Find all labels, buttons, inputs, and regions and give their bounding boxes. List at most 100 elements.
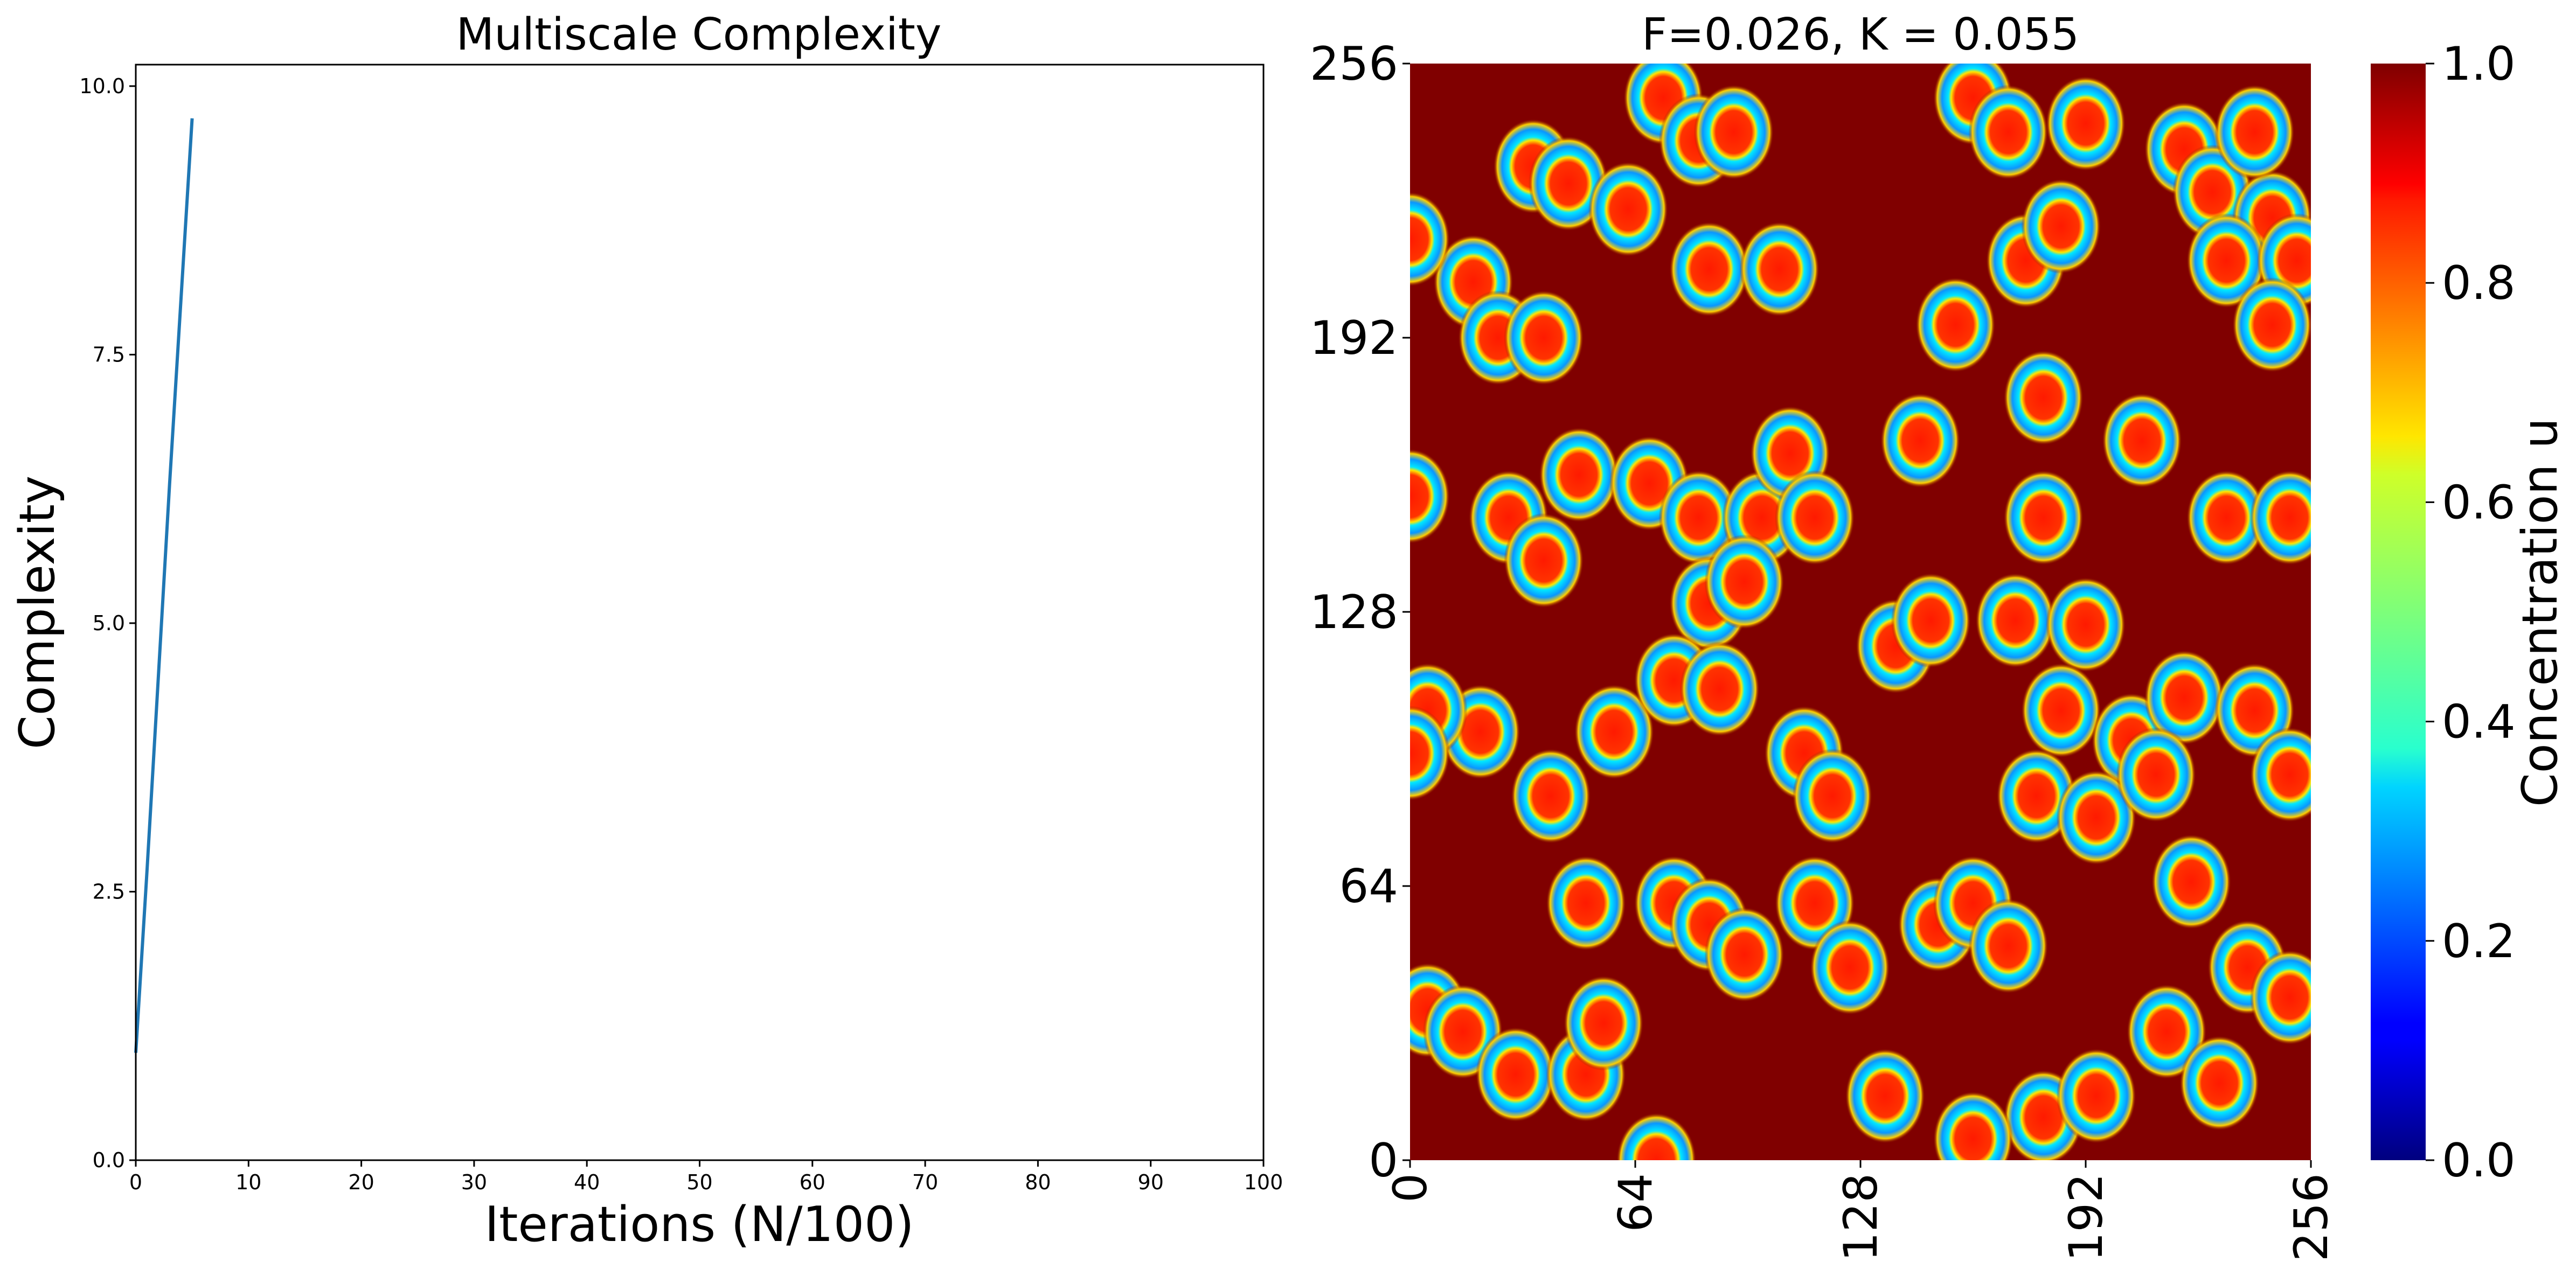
line-chart-y-axis: 0.0 2.5 5.0 7.5 10.0 bbox=[79, 74, 136, 1172]
colorbar-tick-label: 0.4 bbox=[2442, 695, 2516, 749]
heatmap-y-axis: 0 64 128 192 256 bbox=[1310, 37, 1410, 1188]
heatmap-spot bbox=[1564, 975, 1644, 1071]
x-tick-label: 20 bbox=[348, 1170, 374, 1194]
heatmap-spot bbox=[1880, 393, 1961, 488]
heatmap-spot bbox=[2021, 179, 2101, 274]
heatmap-spot bbox=[1616, 1113, 1697, 1160]
x-tick-label: 100 bbox=[1244, 1170, 1283, 1194]
heatmap-spot bbox=[2151, 834, 2231, 930]
y-tick-label: 2.5 bbox=[93, 880, 125, 903]
heatmap-spot bbox=[1693, 85, 1774, 180]
heatmap-spot bbox=[2249, 950, 2311, 1045]
heatmap-spot bbox=[2249, 470, 2311, 566]
x-tick-label: 70 bbox=[912, 1170, 938, 1194]
complexity-series-line bbox=[134, 118, 194, 1053]
heatmap-spot bbox=[2003, 350, 2084, 445]
heatmap-spot bbox=[1410, 706, 1450, 801]
heatmap-y-tick-label: 256 bbox=[1310, 37, 1398, 91]
heatmap-spot bbox=[2003, 470, 2084, 566]
x-tick-label: 60 bbox=[800, 1170, 825, 1194]
heatmap-y-tick-label: 0 bbox=[1369, 1134, 1398, 1188]
heatmap-spot bbox=[1891, 573, 1971, 668]
heatmap-spot bbox=[1968, 898, 2049, 994]
heatmap-spot bbox=[2249, 727, 2311, 822]
line-chart-y-label: Complexity bbox=[9, 476, 66, 749]
heatmap-spot bbox=[1546, 855, 1626, 951]
heatmap-spot bbox=[2116, 727, 2196, 822]
line-chart-title: Multiscale Complexity bbox=[456, 9, 942, 60]
colorbar-tick-label: 0.8 bbox=[2442, 256, 2516, 310]
heatmap-spot bbox=[1504, 513, 1584, 608]
heatmap-x-tick-label: 192 bbox=[2059, 1173, 2113, 1261]
heatmap-spot bbox=[1739, 221, 1820, 317]
heatmap-y-tick-label: 192 bbox=[1310, 311, 1398, 365]
concentration-heatmap: F=0.026, K = 0.055 0 64 128 192 256 0 64 128 19… bbox=[1310, 9, 2338, 1261]
x-tick-label: 80 bbox=[1025, 1170, 1051, 1194]
heatmap-spot bbox=[1810, 920, 1890, 1015]
y-tick-label: 5.0 bbox=[93, 611, 125, 635]
x-tick-label: 90 bbox=[1138, 1170, 1164, 1194]
heatmap-spot bbox=[2144, 650, 2224, 745]
heatmap-spot bbox=[1410, 449, 1450, 544]
heatmap-spot bbox=[2179, 1035, 2260, 1131]
heatmap-spot bbox=[1504, 290, 1584, 385]
x-tick-label: 10 bbox=[235, 1170, 261, 1194]
heatmap-spot bbox=[2046, 577, 2126, 672]
heatmap-x-tick-label: 64 bbox=[1609, 1173, 1663, 1232]
heatmap-spot bbox=[1511, 748, 1591, 843]
heatmap-x-tick-label: 128 bbox=[1834, 1173, 1888, 1261]
heatmap-spot bbox=[1915, 277, 1996, 373]
heatmap-spot bbox=[1475, 1027, 1556, 1122]
colorbar-tick-label: 0.0 bbox=[2442, 1134, 2516, 1188]
heatmap-spot bbox=[1528, 136, 1608, 231]
colorbar-gradient bbox=[2371, 64, 2426, 1160]
heatmap-spot bbox=[1410, 192, 1450, 287]
heatmap-x-tick-label: 256 bbox=[2285, 1173, 2338, 1261]
heatmap-spot bbox=[1574, 684, 1654, 779]
line-chart-x-axis: 0 10 20 30 40 50 60 70 80 90 100 bbox=[129, 1160, 1283, 1194]
heatmap-y-tick-label: 128 bbox=[1310, 585, 1398, 639]
complexity-line-chart: Multiscale Complexity 0.0 2.5 5.0 7.5 10.0 0… bbox=[9, 9, 1283, 1253]
heatmap-spot bbox=[1679, 642, 1760, 737]
x-tick-label: 0 bbox=[129, 1170, 142, 1194]
colorbar-tick-label: 1.0 bbox=[2442, 37, 2516, 91]
heatmap-spot bbox=[1968, 85, 2049, 180]
line-chart-x-label: Iterations (N/100) bbox=[485, 1196, 914, 1253]
heatmap-spot bbox=[1996, 748, 2077, 843]
heatmap-title: F=0.026, K = 0.055 bbox=[1642, 9, 2079, 60]
colorbar-label: Concentration u bbox=[2512, 418, 2568, 807]
heatmap-x-tick-label: 0 bbox=[1384, 1173, 1438, 1203]
heatmap-spot bbox=[2186, 470, 2267, 566]
y-tick-label: 0.0 bbox=[93, 1148, 125, 1172]
heatmap-spot bbox=[2056, 1048, 2136, 1143]
heatmap-spot bbox=[1933, 1091, 2013, 1160]
heatmap-spot bbox=[1669, 221, 1749, 317]
x-tick-label: 40 bbox=[574, 1170, 600, 1194]
heatmap-spot bbox=[1975, 573, 2056, 668]
heatmap-spot bbox=[2232, 277, 2311, 373]
heatmap-spot bbox=[2214, 85, 2295, 180]
heatmap-spot bbox=[1704, 534, 1785, 630]
x-tick-label: 30 bbox=[461, 1170, 487, 1194]
heatmap-spot bbox=[2102, 393, 2182, 488]
y-tick-label: 10.0 bbox=[79, 74, 125, 98]
y-tick-label: 7.5 bbox=[93, 343, 125, 366]
heatmap-spot bbox=[1792, 748, 1872, 843]
heatmap-spot bbox=[1775, 470, 1855, 566]
colorbar-tick-label: 0.6 bbox=[2442, 476, 2516, 529]
heatmap-spot bbox=[2056, 770, 2136, 865]
heatmap-y-tick-label: 64 bbox=[1339, 860, 1398, 914]
heatmap-spot bbox=[2046, 76, 2126, 171]
colorbar-ticks: 0.0 0.2 0.4 0.6 0.8 1.0 bbox=[2426, 37, 2516, 1188]
heatmap-spots bbox=[1410, 64, 2311, 1160]
heatmap-spot bbox=[1588, 162, 1668, 257]
heatmap-spot bbox=[1539, 427, 1619, 522]
line-chart-frame bbox=[135, 64, 1265, 1161]
heatmap-spot bbox=[1704, 907, 1785, 1002]
colorbar-tick-label: 0.2 bbox=[2442, 915, 2516, 968]
heatmap-spot bbox=[1845, 1048, 1925, 1143]
heatmap-x-axis: 0 64 128 192 256 bbox=[1384, 1160, 2338, 1261]
x-tick-label: 50 bbox=[686, 1170, 712, 1194]
colorbar: 0.0 0.2 0.4 0.6 0.8 1.0 Concentration u bbox=[2371, 37, 2568, 1188]
